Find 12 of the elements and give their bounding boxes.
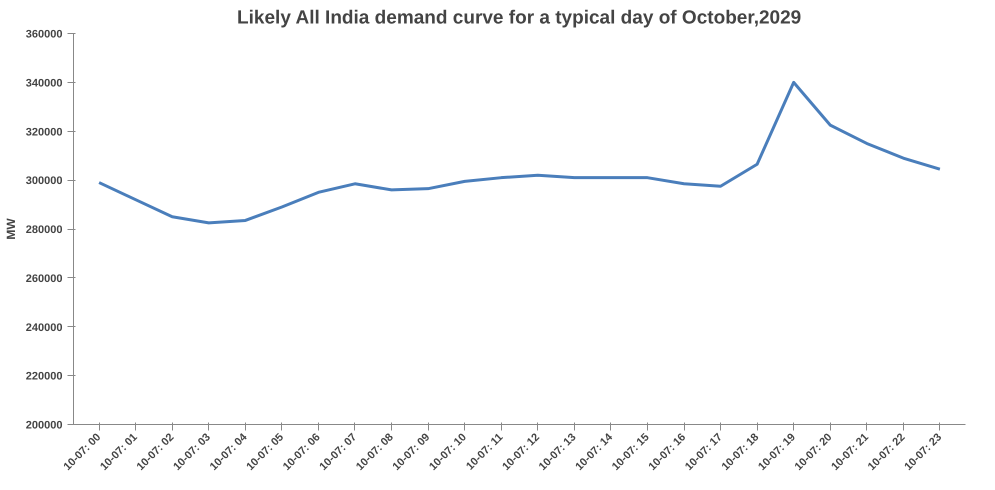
y-tick-label: 200000 (26, 420, 63, 432)
y-tick-label: 260000 (26, 272, 63, 285)
chart-title: Likely All India demand curve for a typical day of October,2029 (237, 8, 802, 28)
y-tick-label: 280000 (26, 224, 63, 236)
y-axis-title: MW (4, 218, 18, 240)
y-tick-label: 220000 (26, 370, 63, 383)
y-tick-label: 360000 (26, 28, 63, 40)
y-tick-label: 300000 (26, 175, 63, 188)
y-tick-label: 240000 (26, 322, 63, 334)
line-series (98, 80, 942, 224)
y-tick-label: 320000 (26, 126, 63, 138)
y-tick-label: 340000 (26, 77, 63, 90)
